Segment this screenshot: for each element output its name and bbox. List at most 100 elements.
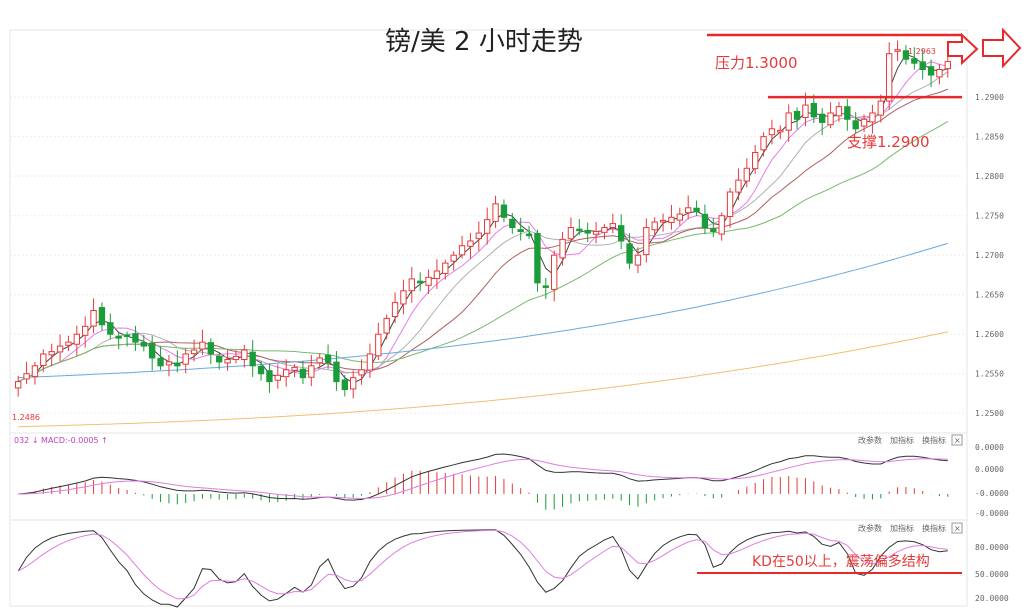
candle <box>710 228 717 232</box>
ma-line-6 <box>18 242 948 379</box>
candle <box>643 227 650 256</box>
candle <box>534 232 541 284</box>
candle <box>936 69 943 78</box>
macd-close-icon[interactable]: × <box>954 436 961 445</box>
candle <box>735 179 742 193</box>
candle <box>241 349 248 361</box>
macd-indicator <box>18 453 949 510</box>
candle <box>73 333 80 345</box>
candle <box>894 49 901 52</box>
candle <box>425 276 432 286</box>
kd-tick-20: 20.0000 <box>975 594 1009 603</box>
macd-tick-1: 0.0000 <box>975 465 1004 474</box>
low-label: 1.2486 <box>12 413 40 422</box>
candle <box>358 369 365 376</box>
candle <box>366 353 374 371</box>
candle <box>408 278 415 292</box>
candle <box>693 207 700 213</box>
candle <box>149 342 156 359</box>
candle <box>810 102 817 118</box>
y-tick-label: 1.2800 <box>975 172 1004 181</box>
macd-btn-params[interactable]: 改参数 <box>858 435 882 445</box>
kd-panel <box>9 519 968 607</box>
macd-label: 032 ↓ MACD:-0.0005 ↑ <box>14 436 108 445</box>
candle <box>752 151 759 170</box>
candle <box>140 341 147 347</box>
ma-line-2 <box>17 61 948 383</box>
candle <box>676 213 683 221</box>
macd-close-box[interactable] <box>951 434 963 446</box>
candle <box>685 207 692 214</box>
ma-line-3 <box>17 71 949 383</box>
y-tick-label: 1.2550 <box>975 370 1004 379</box>
kd-close-box[interactable] <box>951 522 963 534</box>
candle <box>400 290 407 305</box>
candle <box>216 355 223 363</box>
macd-btn-add[interactable]: 加指标 <box>890 435 914 445</box>
candle <box>659 219 667 223</box>
candle <box>107 322 114 335</box>
kd-d-line <box>17 529 948 600</box>
candle <box>56 345 64 353</box>
candle <box>509 218 516 229</box>
macd-btn-change[interactable]: 换指标 <box>922 435 946 445</box>
moving-averages <box>17 53 949 428</box>
kd-btn-add[interactable]: 加指标 <box>890 523 914 533</box>
candle <box>785 112 792 131</box>
candle <box>174 362 181 367</box>
candle <box>634 254 642 266</box>
resistance-label: 压力1.3000 <box>715 54 798 72</box>
macd-tick-0: 0.0000 <box>975 443 1004 452</box>
candle <box>417 280 424 284</box>
candle <box>525 233 533 237</box>
candle <box>23 373 30 380</box>
kd-close-icon[interactable]: × <box>954 524 961 533</box>
support-label: 支撑1.2900 <box>847 133 930 151</box>
candle <box>618 225 625 242</box>
candle <box>877 100 884 116</box>
candle <box>333 361 340 383</box>
candle <box>291 366 298 371</box>
candle <box>375 333 382 357</box>
ma-line-1 <box>17 53 948 384</box>
y-tick-label: 1.2500 <box>975 409 1004 418</box>
chart-title: 镑/美 2 小时走势 <box>385 27 583 57</box>
candle <box>224 359 231 364</box>
candle <box>458 245 466 256</box>
candle <box>266 370 273 383</box>
candle <box>592 231 600 235</box>
candle <box>82 325 89 336</box>
candle <box>182 353 189 365</box>
candle <box>718 215 725 235</box>
candle <box>484 219 491 234</box>
kd-btn-change[interactable]: 换指标 <box>922 523 946 533</box>
candle <box>609 223 616 229</box>
candle <box>651 221 658 231</box>
candle <box>500 204 508 218</box>
y-tick-label: 1.2750 <box>975 212 1004 221</box>
y-tick-label: 1.2600 <box>975 330 1004 339</box>
candle <box>450 254 457 262</box>
candle <box>492 203 499 222</box>
kd-btn-params[interactable]: 改参数 <box>858 523 882 533</box>
candle <box>852 120 859 130</box>
candle <box>98 307 106 326</box>
candles <box>15 40 951 399</box>
candle <box>207 342 214 355</box>
candle <box>31 365 39 378</box>
kd-note: KD在50以上，震荡偏多结构 <box>752 553 930 570</box>
candle <box>475 232 482 240</box>
macd-tick-2: -0.0000 <box>975 489 1009 498</box>
candle <box>48 351 55 356</box>
candle <box>802 104 809 119</box>
candle <box>165 361 173 366</box>
candle <box>919 61 926 71</box>
candle <box>123 334 131 338</box>
y-tick-label: 1.2850 <box>975 133 1004 142</box>
y-axis-ticks: 1.2900 1.2850 1.2800 1.2750 1.2700 1.2650 1.26… <box>975 93 1004 418</box>
candle <box>467 240 474 247</box>
candle <box>324 354 332 363</box>
candle <box>308 365 315 378</box>
candle <box>40 353 47 366</box>
y-tick-label: 1.2650 <box>975 291 1004 300</box>
